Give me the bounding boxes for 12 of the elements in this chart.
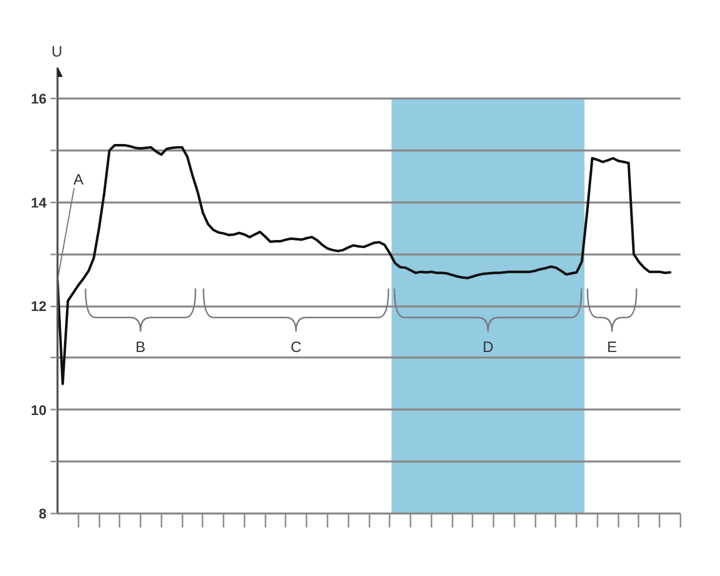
y-tick-label: 16 [30,90,47,107]
y-tick-label: 8 [38,506,47,522]
annotation: E [607,339,618,356]
y-axis-title: U [52,44,62,60]
annotation: C [290,339,302,356]
annotation: B [136,339,146,356]
annotation: A [74,172,84,189]
annotation: D [482,339,494,356]
y-tick-label: 14 [30,194,47,210]
y-tick-label: 12 [30,298,47,314]
y-tick-label: 10 [30,402,47,418]
line-series [58,144,672,386]
